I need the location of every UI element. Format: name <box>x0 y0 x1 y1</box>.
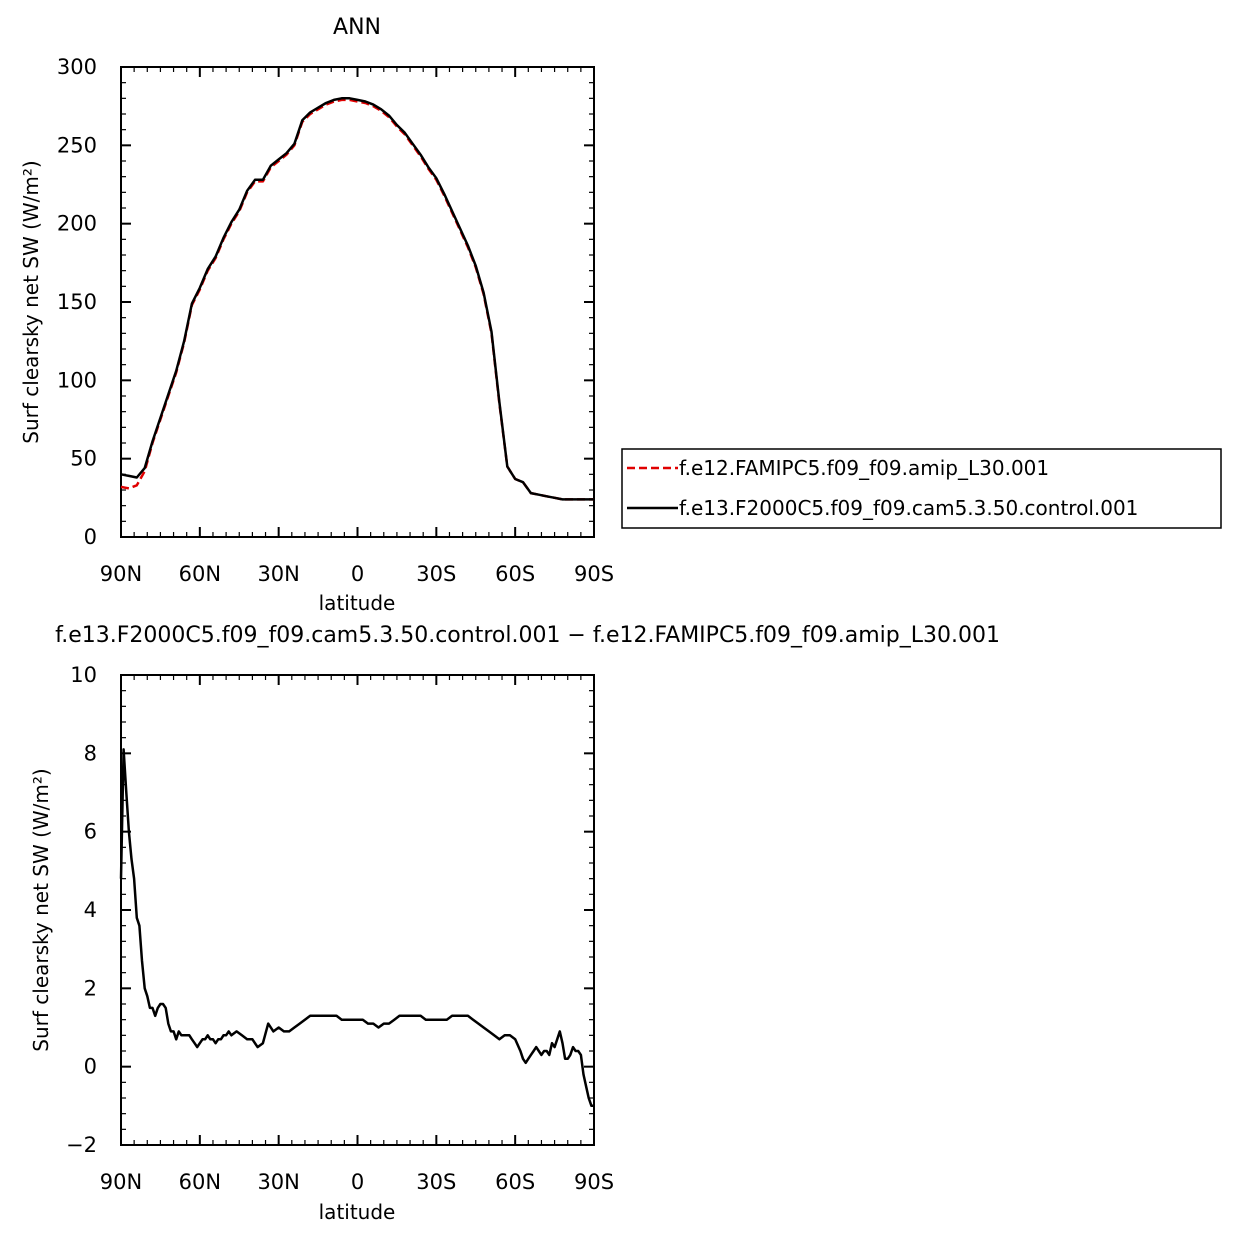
legend-label-amip: f.e12.FAMIPC5.f09_f09.amip_L30.001 <box>679 456 1049 480</box>
x-tick-label: 30S <box>416 562 456 586</box>
x-tick-label: 90N <box>100 562 142 586</box>
x-tick-label: 0 <box>351 1170 364 1194</box>
x-tick-label: 60N <box>179 1170 221 1194</box>
x-tick-label: 0 <box>351 562 364 586</box>
y-tick-label: 150 <box>57 290 97 314</box>
x-tick-label: 30N <box>257 562 299 586</box>
y-tick-label: 0 <box>84 525 97 549</box>
x-axis: 90N 60N 30N 0 30S 60S 90S <box>100 675 614 1194</box>
plot-frame <box>120 674 595 1146</box>
difference-line <box>119 748 594 1108</box>
x-tick-label: 60S <box>495 562 535 586</box>
series-line-0 <box>120 98 594 501</box>
x-tick-label: 30S <box>416 1170 456 1194</box>
series-line-1 <box>120 97 594 501</box>
y-tick-label: 100 <box>57 368 97 392</box>
y-axis: 0 50 100 150 200 250 300 <box>57 55 594 549</box>
y-tick-label: 2 <box>84 976 97 1000</box>
legend-label-control: f.e13.F2000C5.f09_f09.cam5.3.50.control.… <box>679 496 1138 520</box>
y-tick-label: 4 <box>84 898 97 922</box>
y-tick-label: 6 <box>84 820 97 844</box>
x-tick-label: 90N <box>100 1170 142 1194</box>
y-tick-label: 8 <box>84 741 97 765</box>
y-tick-label: 50 <box>70 447 97 471</box>
y-tick-label: −2 <box>66 1133 97 1157</box>
y-axis-label: Surf clearsky net SW (W/m²) <box>19 160 43 443</box>
y-tick-label: 250 <box>57 133 97 157</box>
y-axis-label: Surf clearsky net SW (W/m²) <box>29 768 53 1051</box>
series-lines <box>120 97 594 501</box>
x-tick-label: 90S <box>574 562 614 586</box>
difference-panel: f.e13.F2000C5.f09_f09.cam5.3.50.control.… <box>29 623 1000 1224</box>
panel-title: ANN <box>333 15 381 40</box>
x-axis: 90N 60N 30N 0 30S 60S 90S <box>100 67 614 586</box>
x-tick-label: 30N <box>257 1170 299 1194</box>
y-tick-label: 300 <box>57 55 97 79</box>
x-axis-label: latitude <box>319 1200 396 1224</box>
y-tick-label: 10 <box>70 663 97 687</box>
legend-box <box>621 448 1222 529</box>
x-axis-label: latitude <box>319 591 396 615</box>
y-tick-label: 200 <box>57 212 97 236</box>
y-tick-label: 0 <box>84 1055 97 1079</box>
x-tick-label: 60N <box>179 562 221 586</box>
series-lines <box>119 748 594 1108</box>
y-axis: −2 0 2 4 6 8 10 <box>66 663 594 1157</box>
x-tick-label: 90S <box>574 1170 614 1194</box>
legend: f.e12.FAMIPC5.f09_f09.amip_L30.001 f.e13… <box>621 448 1222 529</box>
x-tick-label: 60S <box>495 1170 535 1194</box>
panel-title: f.e13.F2000C5.f09_f09.cam5.3.50.control.… <box>55 623 1000 648</box>
